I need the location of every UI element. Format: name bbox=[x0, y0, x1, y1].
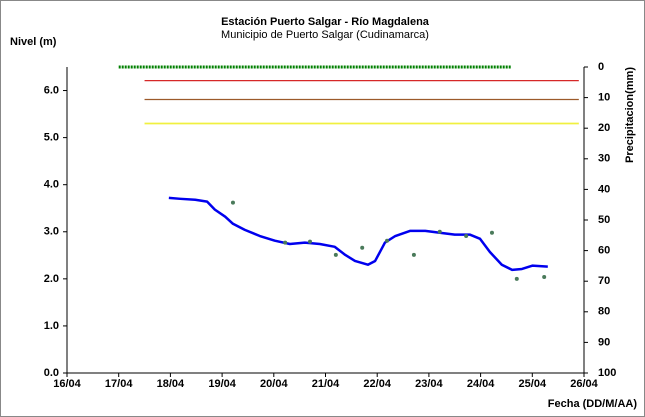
y2-tick-label: 70 bbox=[598, 275, 610, 287]
y2-tick-label: 60 bbox=[598, 245, 610, 257]
level-point bbox=[514, 276, 519, 281]
y-tick-label: 6.0 bbox=[44, 84, 59, 96]
x-tick-label: 16/04 bbox=[53, 378, 81, 390]
y2-tick-label: 0 bbox=[598, 61, 604, 73]
y2-tick-label: 10 bbox=[598, 92, 610, 104]
x-tick-label: 26/04 bbox=[570, 378, 598, 390]
x-tick-label: 22/04 bbox=[363, 378, 391, 390]
level-line bbox=[168, 196, 548, 272]
x-axis-label: Fecha (DD/M/AA) bbox=[548, 398, 638, 410]
x-tick-label: 17/04 bbox=[105, 378, 133, 390]
level-point bbox=[385, 238, 390, 243]
x-tick-label: 23/04 bbox=[415, 378, 443, 390]
x-tick-label: 25/04 bbox=[519, 378, 547, 390]
y-tick-label: 0.0 bbox=[44, 367, 59, 379]
y-tick-label: 4.0 bbox=[44, 179, 59, 191]
y-tick-label: 5.0 bbox=[44, 132, 59, 144]
y-tick-label: 2.0 bbox=[44, 273, 59, 285]
chart-title: Estación Puerto Salgar - Río Magdalena bbox=[221, 16, 430, 28]
y2-tick-label: 40 bbox=[598, 183, 610, 195]
y2-tick-label: 100 bbox=[598, 367, 616, 379]
level-point bbox=[283, 240, 288, 245]
y2-axis-label: Precipitacion(mm) bbox=[624, 67, 636, 163]
y-tick-label: 1.0 bbox=[44, 320, 59, 332]
x-tick-label: 24/04 bbox=[467, 378, 495, 390]
x-tick-label: 18/04 bbox=[157, 378, 185, 390]
y2-tick-label: 90 bbox=[598, 336, 610, 348]
level-point bbox=[230, 200, 235, 205]
chart-subtitle: Municipio de Puerto Salgar (Cudinamarca) bbox=[221, 29, 429, 41]
y2-tick-label: 80 bbox=[598, 306, 610, 318]
level-point bbox=[489, 230, 494, 235]
y2-tick-label: 20 bbox=[598, 122, 610, 134]
level-point bbox=[307, 239, 312, 244]
level-point bbox=[542, 274, 547, 279]
y-tick-label: 3.0 bbox=[44, 226, 59, 238]
level-point bbox=[411, 252, 416, 257]
y2-tick-label: 30 bbox=[598, 153, 610, 165]
y2-tick-label: 50 bbox=[598, 214, 610, 226]
y-axis-label: Nivel (m) bbox=[10, 36, 57, 48]
x-tick-label: 21/04 bbox=[312, 378, 340, 390]
level-point bbox=[333, 252, 338, 257]
level-point bbox=[360, 245, 365, 250]
level-point bbox=[464, 234, 469, 239]
level-point bbox=[437, 229, 442, 234]
x-tick-label: 19/04 bbox=[208, 378, 236, 390]
x-tick-label: 20/04 bbox=[260, 378, 288, 390]
